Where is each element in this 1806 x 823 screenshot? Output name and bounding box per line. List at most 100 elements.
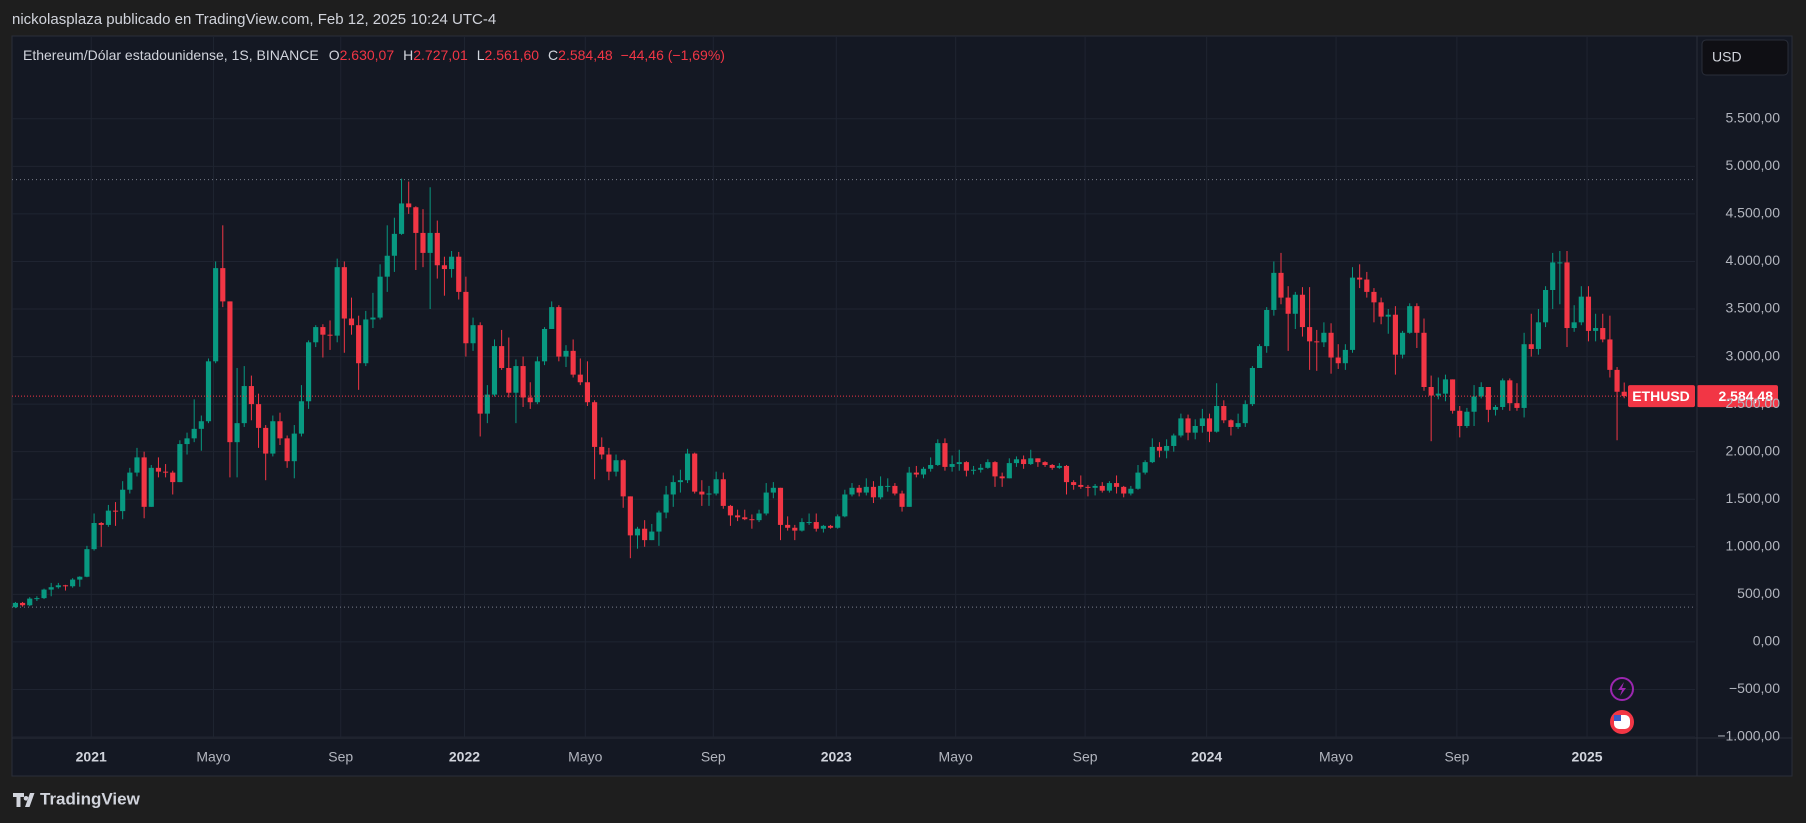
- candle: [649, 523, 655, 541]
- candle: [91, 513, 97, 551]
- candle-body: [1371, 291, 1377, 303]
- candle: [928, 457, 934, 472]
- candle-body: [592, 402, 598, 447]
- candle: [155, 457, 162, 478]
- candle-body: [1099, 485, 1105, 491]
- candle: [1206, 413, 1213, 443]
- candle-body: [520, 366, 526, 398]
- candle-body: [205, 361, 212, 422]
- candle: [384, 225, 390, 292]
- candle: [527, 382, 533, 409]
- candle-body: [563, 350, 569, 357]
- x-tick-label: Sep: [701, 749, 726, 765]
- candle: [356, 315, 362, 390]
- candle-body: [155, 467, 162, 472]
- candle-body: [970, 469, 977, 471]
- candle-body: [735, 515, 741, 518]
- candle-body: [856, 487, 862, 493]
- candle: [1485, 387, 1491, 423]
- currency-button[interactable]: USD: [1701, 39, 1789, 76]
- ohlc-value: 2.561,60: [485, 47, 540, 63]
- y-tick-label: 5.000,00: [1726, 157, 1781, 173]
- candle-body: [749, 519, 755, 521]
- candle: [1135, 464, 1141, 490]
- y-tick-label: 3.500,00: [1726, 300, 1781, 316]
- candle: [577, 358, 583, 386]
- candle-body: [1478, 387, 1484, 397]
- candle-body: [134, 457, 140, 473]
- candle: [1535, 309, 1541, 355]
- candle-body: [84, 549, 90, 577]
- candle: [1492, 405, 1499, 416]
- candle-body: [1328, 332, 1334, 358]
- candle: [491, 339, 498, 397]
- candle: [327, 320, 333, 350]
- candle-body: [1521, 344, 1527, 408]
- y-tick-label: 1.500,00: [1726, 490, 1781, 506]
- candle-body: [1593, 328, 1599, 331]
- candle-body: [277, 421, 283, 439]
- candle-body: [677, 480, 683, 483]
- candle-body: [227, 301, 233, 443]
- candle: [992, 461, 998, 487]
- candle: [613, 454, 619, 477]
- candle: [298, 385, 305, 437]
- candle-body: [234, 423, 240, 443]
- candle-body: [148, 467, 154, 507]
- candle-body: [120, 489, 126, 512]
- candle: [141, 451, 147, 519]
- candle-body: [1249, 367, 1255, 405]
- candle: [1314, 329, 1320, 371]
- candle: [177, 440, 183, 483]
- candle: [663, 485, 669, 519]
- candle-body: [441, 265, 448, 270]
- candle: [677, 469, 683, 493]
- candle: [20, 601, 26, 607]
- currency[interactable]: USD: [1712, 49, 1742, 65]
- candle: [820, 524, 826, 533]
- candle: [449, 250, 455, 278]
- candle: [942, 438, 948, 471]
- candle-body: [1492, 406, 1499, 410]
- currency-box[interactable]: [1701, 39, 1789, 76]
- candle-body: [1607, 339, 1613, 370]
- candle: [198, 415, 204, 451]
- publisher: nickolasplaza publicado en TradingView.c…: [12, 11, 496, 28]
- brand: TradingView: [40, 789, 141, 808]
- candle-body: [198, 421, 204, 429]
- candle: [1614, 367, 1620, 441]
- lightning-icon[interactable]: [1610, 677, 1634, 701]
- candle: [963, 461, 969, 477]
- candle: [599, 437, 605, 460]
- candle-body: [713, 479, 719, 494]
- candle-body: [1442, 379, 1449, 394]
- candle-body: [935, 443, 941, 465]
- candle-body: [499, 346, 505, 368]
- candle-body: [1578, 296, 1584, 323]
- ohlc-key: L: [477, 47, 485, 63]
- candle: [799, 518, 805, 532]
- candle-body: [1364, 279, 1370, 292]
- candle: [284, 435, 290, 468]
- candle: [1292, 291, 1298, 329]
- ohlc-key: O: [329, 47, 340, 63]
- candle-body: [377, 276, 383, 318]
- y-tick-label: 2.000,00: [1726, 442, 1781, 458]
- candle: [1550, 252, 1556, 310]
- candle: [513, 359, 519, 424]
- candle-body: [255, 404, 262, 428]
- candle: [484, 385, 490, 424]
- x-tick-label: Sep: [1073, 749, 1098, 765]
- candle-body: [1557, 262, 1563, 264]
- candle-body: [1585, 296, 1592, 331]
- candle: [1121, 485, 1127, 498]
- x-tick-label: Mayo: [939, 749, 973, 765]
- candle-body: [1128, 488, 1134, 494]
- candle: [999, 472, 1005, 487]
- candle-body: [1056, 465, 1062, 468]
- candle: [1335, 344, 1341, 369]
- candle: [885, 478, 891, 492]
- candle-body: [584, 382, 591, 403]
- candle-body: [1142, 462, 1148, 473]
- candle-body: [184, 438, 190, 445]
